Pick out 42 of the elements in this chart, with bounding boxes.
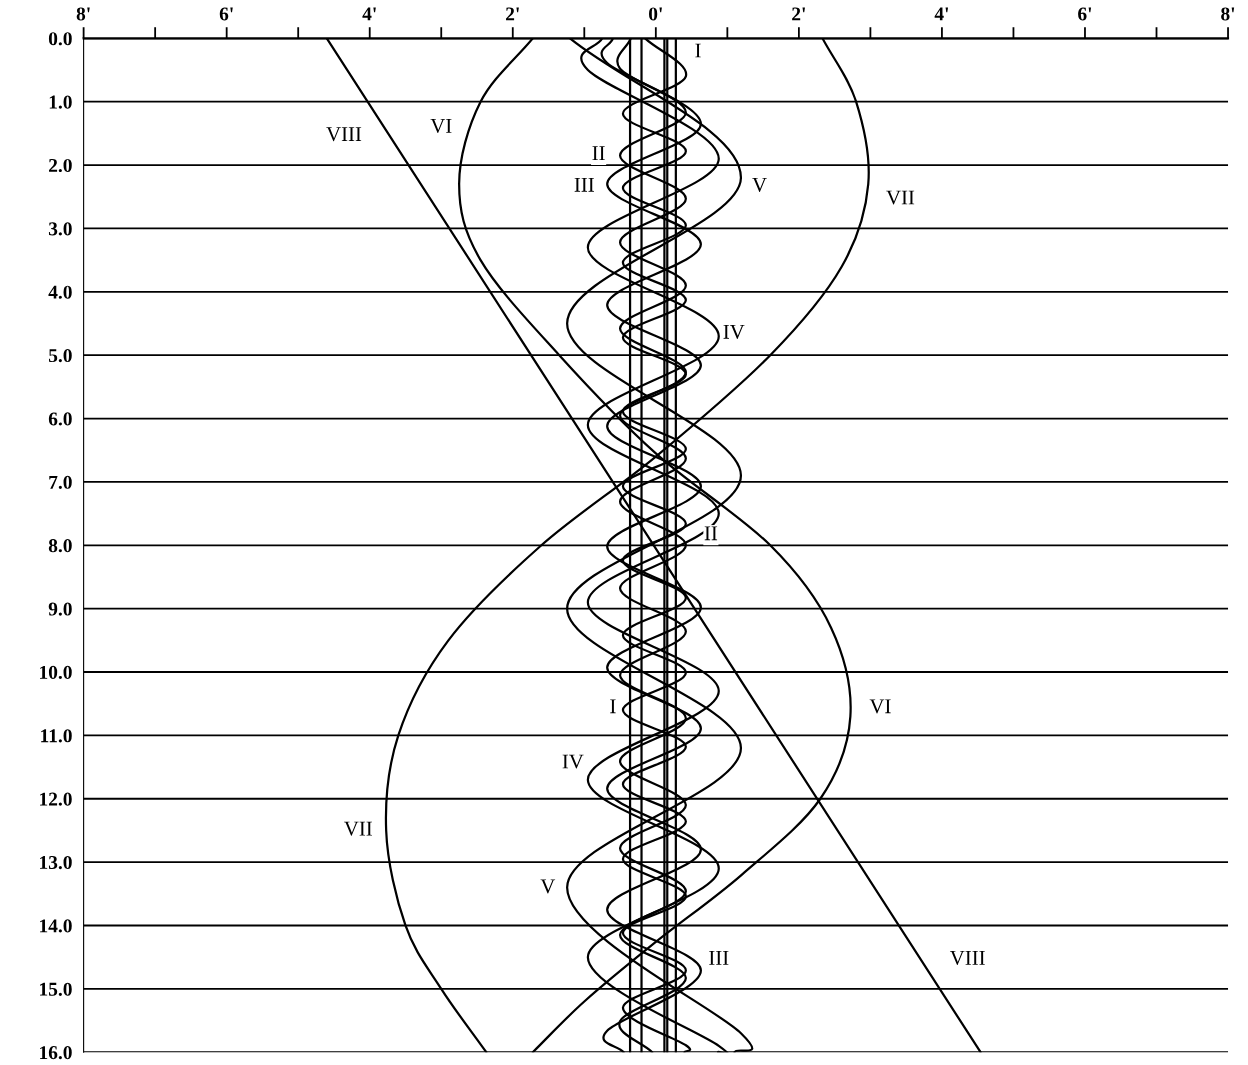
annotation: IV bbox=[723, 325, 745, 339]
x-tick-label: 2' bbox=[792, 7, 805, 21]
x-tick-label: 0' bbox=[649, 7, 662, 21]
y-tick-label: 16.0 bbox=[40, 1046, 72, 1060]
y-tick-label: 0.0 bbox=[48, 32, 72, 46]
annotation: I bbox=[695, 43, 701, 58]
annotation: VI bbox=[430, 119, 452, 134]
y-tick-label: 2.0 bbox=[49, 158, 72, 173]
y-tick-label: 6.0 bbox=[48, 412, 72, 426]
y-tick-label: 9.0 bbox=[48, 602, 72, 616]
annotation: III bbox=[709, 951, 729, 965]
y-tick-label: 10.0 bbox=[40, 665, 72, 680]
annotation: VIII bbox=[326, 127, 362, 142]
y-tick-label: 13.0 bbox=[40, 855, 72, 870]
annotation: II bbox=[592, 146, 605, 160]
annotation: IV bbox=[562, 754, 584, 769]
annotation: II bbox=[704, 526, 718, 541]
y-tick-label: 14.0 bbox=[40, 919, 72, 933]
y-tick-label: 11.0 bbox=[41, 729, 72, 743]
x-tick-label: 6' bbox=[219, 7, 233, 21]
y-tick-label: 8.0 bbox=[48, 539, 72, 553]
annotation: V bbox=[752, 177, 767, 192]
annotation: III bbox=[574, 177, 594, 192]
annotation: VII bbox=[344, 821, 372, 836]
x-tick-label: 8' bbox=[76, 7, 90, 21]
annotation: VIII bbox=[949, 951, 985, 966]
annotation: VII bbox=[886, 190, 915, 205]
x-tick-label: 4' bbox=[934, 7, 949, 21]
x-tick-label: 4' bbox=[362, 7, 376, 21]
annotation: I bbox=[610, 699, 616, 714]
y-tick-label: 12.0 bbox=[40, 792, 72, 806]
x-tick-label: 6' bbox=[1078, 7, 1092, 21]
annotation: V bbox=[540, 879, 556, 894]
y-tick-label: 1.0 bbox=[49, 95, 72, 109]
y-tick-label: 5.0 bbox=[48, 348, 72, 363]
x-tick-label: 2' bbox=[506, 7, 519, 21]
y-tick-label: 3.0 bbox=[48, 222, 72, 236]
annotation: VI bbox=[869, 699, 891, 714]
y-tick-label: 7.0 bbox=[49, 475, 72, 489]
y-tick-label: 4.0 bbox=[48, 285, 72, 299]
x-tick-label: 8' bbox=[1221, 7, 1235, 21]
y-tick-label: 15.0 bbox=[40, 982, 72, 996]
